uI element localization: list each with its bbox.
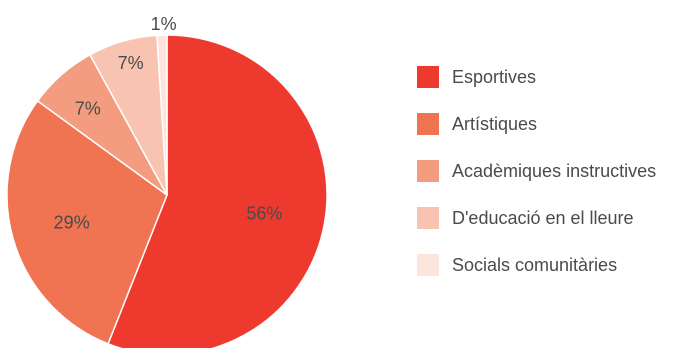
legend-label-5: Socials comunitàries — [452, 255, 617, 275]
legend-label-1: Esportives — [452, 67, 536, 87]
legend-swatch-5 — [417, 254, 439, 276]
slice-value-label-5: 1% — [151, 14, 177, 34]
slice-value-label-3: 7% — [75, 99, 101, 119]
pie-slice-1 — [107, 34, 328, 348]
slice-value-label-4: 7% — [118, 53, 144, 73]
pie-slice-2 — [6, 99, 168, 345]
slice-value-label-2: 29% — [54, 213, 90, 233]
legend-swatch-3 — [417, 160, 439, 182]
pie-slice-5 — [156, 34, 168, 196]
legend: Esportives Artístiques Acadèmiques instruc… — [417, 66, 656, 276]
legend-label-4: D'educació en el lleure — [452, 208, 634, 228]
legend-label-2: Artístiques — [452, 114, 537, 134]
pie-slices — [6, 34, 328, 348]
legend-swatch-1 — [417, 66, 439, 88]
pie-slice-labels: 56% 29% 7% 7% 1% — [54, 14, 283, 233]
legend-swatch-4 — [417, 207, 439, 229]
legend-label-3: Acadèmiques instructives — [452, 161, 656, 181]
legend-swatch-2 — [417, 113, 439, 135]
slice-value-label-1: 56% — [246, 204, 282, 224]
